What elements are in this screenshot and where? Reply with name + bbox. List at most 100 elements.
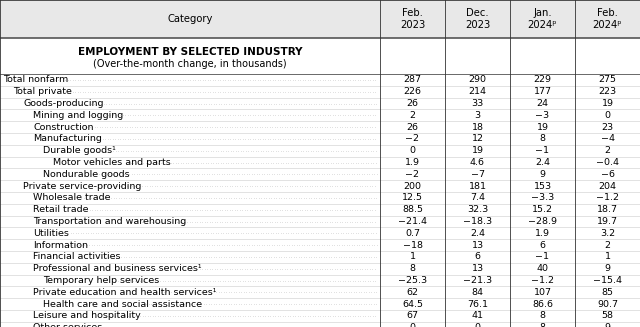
Text: 229: 229 — [534, 76, 552, 84]
Text: 85: 85 — [602, 288, 614, 297]
Text: 19: 19 — [472, 146, 483, 155]
Text: 8: 8 — [540, 311, 545, 320]
Text: −1.2: −1.2 — [531, 276, 554, 285]
Text: Other services: Other services — [33, 323, 102, 327]
Text: 153: 153 — [533, 181, 552, 191]
Bar — [0, 0, 640, 38]
Text: 26: 26 — [406, 99, 419, 108]
Text: 107: 107 — [534, 288, 552, 297]
Text: 15.2: 15.2 — [532, 205, 553, 214]
Text: 275: 275 — [598, 76, 616, 84]
Text: 76.1: 76.1 — [467, 300, 488, 309]
Text: −7: −7 — [470, 170, 484, 179]
Text: 9: 9 — [540, 170, 545, 179]
Text: 0: 0 — [410, 323, 415, 327]
Text: 2.4: 2.4 — [470, 229, 485, 238]
Text: −2: −2 — [406, 134, 419, 144]
Text: Professional and business services¹: Professional and business services¹ — [33, 264, 202, 273]
Text: 181: 181 — [468, 181, 486, 191]
Text: −0.4: −0.4 — [596, 158, 619, 167]
Text: 0: 0 — [605, 111, 611, 120]
Text: Temporary help services: Temporary help services — [43, 276, 159, 285]
Text: −3.3: −3.3 — [531, 193, 554, 202]
Text: Transportation and warehousing: Transportation and warehousing — [33, 217, 186, 226]
Text: 1.9: 1.9 — [405, 158, 420, 167]
Text: 26: 26 — [406, 123, 419, 131]
Text: Jan.
2024ᵖ: Jan. 2024ᵖ — [528, 8, 557, 30]
Text: 2: 2 — [410, 111, 415, 120]
Text: −21.3: −21.3 — [463, 276, 492, 285]
Text: 41: 41 — [472, 311, 483, 320]
Text: Construction: Construction — [33, 123, 93, 131]
Text: 90.7: 90.7 — [597, 300, 618, 309]
Text: Mining and logging: Mining and logging — [33, 111, 124, 120]
Text: −18.3: −18.3 — [463, 217, 492, 226]
Text: (Over-the-month change, in thousands): (Over-the-month change, in thousands) — [93, 59, 287, 69]
Text: 62: 62 — [406, 288, 419, 297]
Text: −1: −1 — [536, 252, 550, 261]
Text: 19: 19 — [536, 123, 548, 131]
Text: 6: 6 — [540, 241, 545, 250]
Text: Total nonfarm: Total nonfarm — [3, 76, 68, 84]
Text: 24: 24 — [536, 99, 548, 108]
Text: 9: 9 — [605, 264, 611, 273]
Text: 177: 177 — [534, 87, 552, 96]
Text: 19: 19 — [602, 99, 614, 108]
Text: 2.4: 2.4 — [535, 158, 550, 167]
Text: −15.4: −15.4 — [593, 276, 622, 285]
Text: Health care and social assistance: Health care and social assistance — [43, 300, 202, 309]
Text: 67: 67 — [406, 311, 419, 320]
Text: 2: 2 — [605, 241, 611, 250]
Text: 8: 8 — [540, 323, 545, 327]
Text: 2: 2 — [605, 146, 611, 155]
Text: −1.2: −1.2 — [596, 193, 619, 202]
Text: −18: −18 — [403, 241, 422, 250]
Text: Private service-providing: Private service-providing — [23, 181, 141, 191]
Text: 13: 13 — [472, 264, 484, 273]
Text: 1: 1 — [605, 252, 611, 261]
Text: 0.7: 0.7 — [405, 229, 420, 238]
Text: −6: −6 — [600, 170, 614, 179]
Text: Retail trade: Retail trade — [33, 205, 88, 214]
Text: −25.3: −25.3 — [398, 276, 427, 285]
Text: 226: 226 — [403, 87, 422, 96]
Text: 12: 12 — [472, 134, 483, 144]
Text: 12.5: 12.5 — [402, 193, 423, 202]
Text: Information: Information — [33, 241, 88, 250]
Text: 7.4: 7.4 — [470, 193, 485, 202]
Text: Manufacturing: Manufacturing — [33, 134, 102, 144]
Text: −1: −1 — [536, 146, 550, 155]
Text: 1.9: 1.9 — [535, 229, 550, 238]
Text: −3: −3 — [536, 111, 550, 120]
Text: −21.4: −21.4 — [398, 217, 427, 226]
Text: −2: −2 — [406, 170, 419, 179]
Text: 4.6: 4.6 — [470, 158, 485, 167]
Text: Leisure and hospitality: Leisure and hospitality — [33, 311, 141, 320]
Text: Nondurable goods: Nondurable goods — [43, 170, 130, 179]
Text: 33: 33 — [472, 99, 484, 108]
Text: 18.7: 18.7 — [597, 205, 618, 214]
Text: 3.2: 3.2 — [600, 229, 615, 238]
Text: 88.5: 88.5 — [402, 205, 423, 214]
Text: Motor vehicles and parts: Motor vehicles and parts — [53, 158, 171, 167]
Text: 32.3: 32.3 — [467, 205, 488, 214]
Text: 86.6: 86.6 — [532, 300, 553, 309]
Text: 1: 1 — [410, 252, 415, 261]
Text: Private education and health services¹: Private education and health services¹ — [33, 288, 216, 297]
Text: 19.7: 19.7 — [597, 217, 618, 226]
Text: 8: 8 — [410, 264, 415, 273]
Text: 40: 40 — [536, 264, 548, 273]
Text: −4: −4 — [600, 134, 614, 144]
Text: 18: 18 — [472, 123, 483, 131]
Text: 58: 58 — [602, 311, 614, 320]
Text: 8: 8 — [540, 134, 545, 144]
Text: Goods-producing: Goods-producing — [23, 99, 104, 108]
Text: 3: 3 — [474, 111, 481, 120]
Text: 0: 0 — [410, 146, 415, 155]
Text: EMPLOYMENT BY SELECTED INDUSTRY: EMPLOYMENT BY SELECTED INDUSTRY — [77, 47, 302, 57]
Text: Financial activities: Financial activities — [33, 252, 120, 261]
Text: 0: 0 — [474, 323, 481, 327]
Text: 6: 6 — [474, 252, 481, 261]
Text: 84: 84 — [472, 288, 483, 297]
Text: 9: 9 — [605, 323, 611, 327]
